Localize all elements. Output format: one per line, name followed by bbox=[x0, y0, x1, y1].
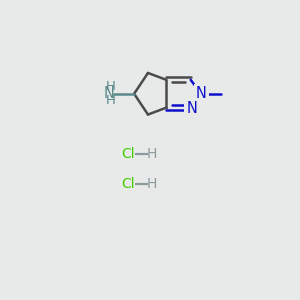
Text: N: N bbox=[103, 86, 114, 101]
Text: Cl: Cl bbox=[122, 147, 135, 161]
Text: H: H bbox=[105, 94, 115, 107]
Text: N: N bbox=[196, 86, 206, 101]
Text: Cl: Cl bbox=[122, 177, 135, 191]
Text: H: H bbox=[146, 177, 157, 191]
Text: H: H bbox=[105, 80, 115, 93]
Text: H: H bbox=[146, 147, 157, 161]
Text: N: N bbox=[186, 101, 197, 116]
